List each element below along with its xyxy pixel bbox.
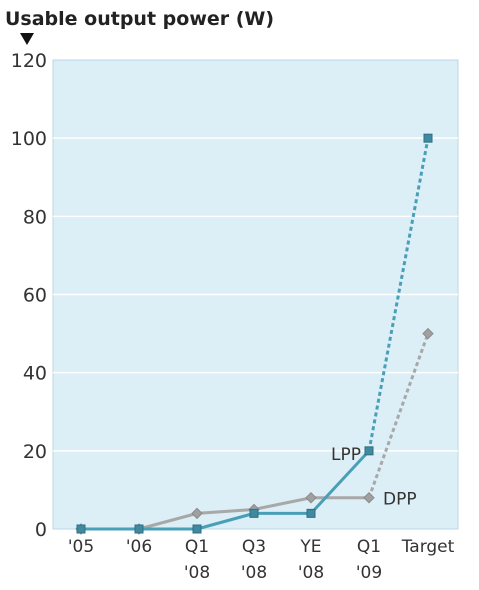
- x-tick-label: Target: [401, 537, 455, 557]
- axis-arrow-icon: [20, 33, 34, 45]
- x-axis: '05 '06 Q1 '08 Q3 '08 YE '08 Q1 '09 Target: [68, 537, 455, 583]
- series-segment: [196, 507, 255, 515]
- data-point: [134, 524, 144, 534]
- x-tick-label-line2: '08: [298, 563, 324, 583]
- x-tick-label: '06: [126, 537, 152, 557]
- gridlines: [53, 137, 458, 452]
- data-point: [306, 508, 316, 518]
- y-tick-label: 80: [23, 206, 47, 228]
- data-point: [305, 492, 317, 504]
- data-point: [422, 327, 434, 340]
- y-tick-label: 20: [23, 441, 47, 463]
- x-tick-label: Q3: [242, 537, 266, 557]
- x-tick-label: YE: [299, 537, 321, 557]
- series-segment: [196, 511, 255, 531]
- chart-title: Usable output power (W): [5, 8, 274, 30]
- y-tick-label: 40: [23, 363, 47, 385]
- series-segment: [253, 496, 312, 511]
- data-point: [192, 524, 202, 534]
- series-group: LPP DPP: [75, 133, 434, 535]
- series-segment: [309, 449, 371, 515]
- data-point: [191, 507, 203, 520]
- y-axis: 0 20 40 60 80 100 120: [11, 50, 47, 541]
- series-segment: [367, 333, 430, 499]
- y-tick-label: 60: [23, 285, 47, 307]
- data-point: [423, 133, 433, 143]
- data-point: [249, 508, 259, 518]
- x-tick-label-line2: '08: [241, 563, 267, 583]
- x-tick-label: Q1: [357, 537, 381, 557]
- y-tick-label: 120: [11, 50, 47, 72]
- y-tick-label: 0: [35, 519, 47, 541]
- data-point: [363, 492, 375, 504]
- x-tick-label-line2: '09: [356, 563, 382, 583]
- y-tick-label: 100: [11, 128, 47, 150]
- x-tick-label: Q1: [185, 537, 209, 557]
- series-label-lpp: LPP: [331, 445, 361, 465]
- data-point: [76, 524, 86, 534]
- series-lpp: [76, 133, 433, 534]
- x-tick-label-line2: '08: [184, 563, 210, 583]
- data-point: [364, 446, 374, 456]
- series-label-dpp: DPP: [383, 490, 417, 510]
- x-tick-label: '05: [68, 537, 94, 557]
- series-segment: [138, 511, 198, 531]
